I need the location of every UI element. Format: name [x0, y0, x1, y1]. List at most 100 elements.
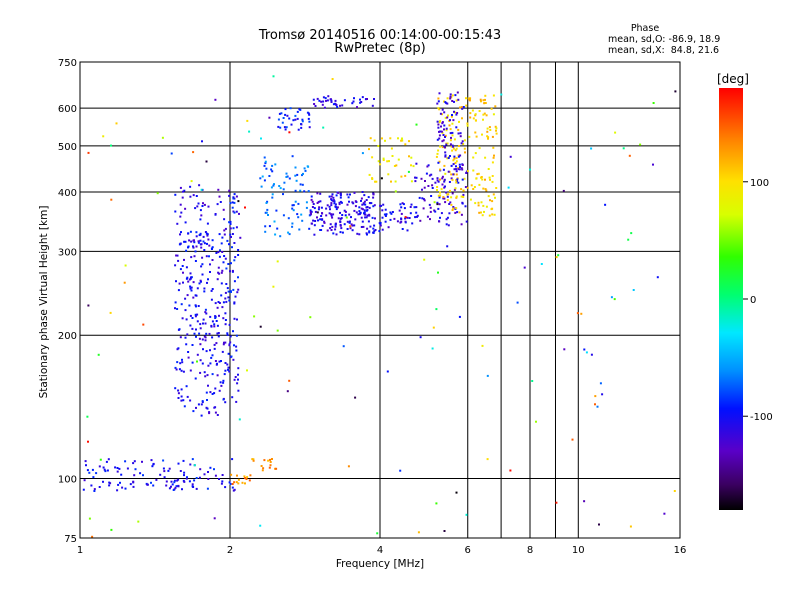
data-point [399, 203, 402, 206]
data-point [354, 396, 357, 399]
data-point [266, 200, 269, 203]
data-point [159, 473, 162, 476]
data-point [329, 208, 331, 211]
data-point [165, 484, 168, 487]
data-point [88, 517, 91, 520]
data-point [93, 490, 96, 492]
data-point [401, 137, 403, 140]
data-point [451, 131, 454, 134]
data-point [492, 94, 495, 97]
data-point [185, 277, 188, 280]
data-point [478, 110, 481, 112]
data-point [451, 122, 454, 125]
plot-frame [79, 61, 681, 539]
data-point [410, 203, 413, 206]
data-point [474, 152, 477, 155]
data-point [320, 206, 323, 209]
data-point [409, 206, 412, 208]
data-point [234, 256, 237, 259]
data-point [272, 75, 275, 78]
data-point [363, 211, 366, 214]
data-point [343, 99, 346, 102]
data-point [336, 106, 339, 108]
data-point [438, 130, 440, 133]
data-point [379, 224, 382, 227]
data-point [334, 223, 337, 226]
data-point [218, 255, 221, 258]
data-point [334, 99, 337, 102]
data-point [214, 317, 217, 319]
data-point [492, 193, 495, 196]
data-point [185, 249, 188, 252]
data-point [442, 134, 445, 136]
data-point [102, 480, 104, 483]
data-point [452, 145, 455, 148]
data-point [116, 489, 119, 492]
data-point [204, 375, 207, 378]
data-point [328, 205, 331, 208]
data-point [404, 143, 407, 146]
data-point [201, 140, 203, 143]
data-point [416, 214, 419, 217]
data-point [330, 99, 333, 102]
data-point [313, 233, 316, 236]
data-point [429, 206, 432, 209]
data-point [189, 399, 192, 402]
data-point [190, 180, 193, 183]
data-point [221, 474, 224, 476]
data-point [270, 186, 273, 189]
data-point [133, 460, 136, 463]
data-point [358, 206, 361, 209]
data-point [441, 122, 444, 125]
data-point [233, 481, 236, 484]
data-point [345, 216, 348, 219]
data-point [98, 486, 101, 488]
data-point [451, 178, 454, 181]
data-point [272, 285, 275, 288]
data-point [222, 398, 225, 401]
data-point [444, 155, 447, 158]
data-point [102, 466, 105, 469]
data-point [176, 308, 179, 310]
data-point [330, 199, 333, 202]
data-point [399, 221, 402, 224]
data-point [95, 472, 98, 475]
data-point [261, 175, 264, 178]
data-point [557, 254, 560, 257]
data-point [474, 113, 477, 116]
data-point [84, 460, 87, 463]
data-point [334, 228, 337, 231]
data-point [235, 195, 238, 198]
data-point [276, 260, 279, 263]
data-point [107, 458, 110, 461]
data-point [184, 336, 187, 339]
data-point [192, 151, 195, 154]
data-point [428, 203, 431, 206]
data-point [173, 481, 176, 484]
data-point [416, 215, 418, 218]
data-point [201, 362, 204, 365]
data-point [454, 211, 457, 214]
data-point [176, 361, 179, 364]
data-point [462, 106, 465, 108]
data-point [354, 218, 357, 221]
data-point [263, 459, 266, 462]
data-point [271, 196, 274, 199]
data-point [314, 220, 317, 222]
data-point [319, 229, 322, 231]
data-point [471, 109, 474, 112]
data-point [119, 481, 121, 484]
data-point [210, 298, 213, 301]
data-point [428, 174, 431, 177]
data-point [437, 194, 440, 197]
data-point [484, 156, 487, 159]
data-point [217, 332, 220, 334]
data-point [300, 126, 303, 129]
data-point [203, 242, 206, 245]
data-point [277, 118, 280, 121]
data-point [191, 327, 194, 330]
data-point [296, 213, 299, 216]
data-point [83, 479, 86, 482]
data-point [86, 469, 89, 472]
data-point [118, 467, 121, 470]
